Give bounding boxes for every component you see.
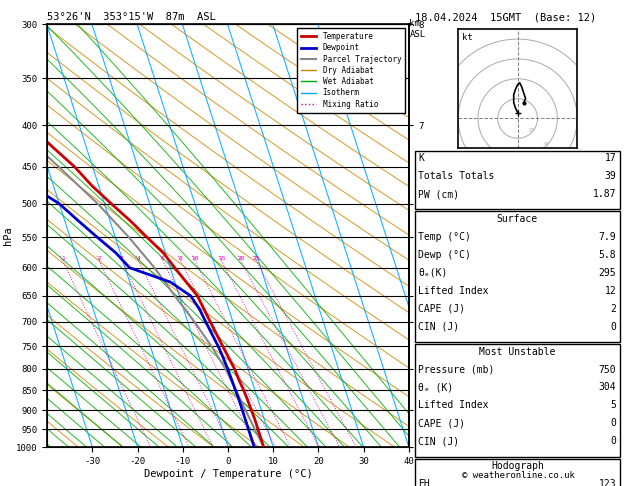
Text: θₑ (K): θₑ (K) <box>418 382 454 393</box>
Text: 25: 25 <box>253 256 260 261</box>
Text: Hodograph: Hodograph <box>491 461 544 471</box>
Text: 295: 295 <box>599 268 616 278</box>
Text: θₑ(K): θₑ(K) <box>418 268 448 278</box>
Text: 0: 0 <box>611 322 616 332</box>
Y-axis label: hPa: hPa <box>3 226 13 245</box>
Text: CIN (J): CIN (J) <box>418 322 459 332</box>
Text: 2: 2 <box>97 256 101 261</box>
Text: 8: 8 <box>179 256 182 261</box>
Text: 304: 304 <box>599 382 616 393</box>
Text: K: K <box>418 153 424 163</box>
Text: Dewp (°C): Dewp (°C) <box>418 250 471 260</box>
Text: 123: 123 <box>599 479 616 486</box>
Text: 3: 3 <box>120 256 124 261</box>
Text: 18.04.2024  15GMT  (Base: 12): 18.04.2024 15GMT (Base: 12) <box>415 12 596 22</box>
Text: 20: 20 <box>528 128 535 133</box>
Text: CIN (J): CIN (J) <box>418 436 459 447</box>
Text: 7.9: 7.9 <box>599 232 616 242</box>
Text: Pressure (mb): Pressure (mb) <box>418 364 494 375</box>
Text: Lifted Index: Lifted Index <box>418 286 489 296</box>
Text: CAPE (J): CAPE (J) <box>418 304 465 314</box>
Text: 0: 0 <box>611 418 616 429</box>
Text: km
ASL: km ASL <box>409 19 426 39</box>
Text: PW (cm): PW (cm) <box>418 189 459 199</box>
Text: Surface: Surface <box>497 214 538 224</box>
Text: 5: 5 <box>611 400 616 411</box>
Text: © weatheronline.co.uk: © weatheronline.co.uk <box>462 471 576 480</box>
Text: 10: 10 <box>191 256 199 261</box>
Text: 1: 1 <box>61 256 65 261</box>
Text: 6: 6 <box>161 256 165 261</box>
X-axis label: Dewpoint / Temperature (°C): Dewpoint / Temperature (°C) <box>143 469 313 479</box>
Text: CAPE (J): CAPE (J) <box>418 418 465 429</box>
Text: EH: EH <box>418 479 430 486</box>
Text: 53°26'N  353°15'W  87m  ASL: 53°26'N 353°15'W 87m ASL <box>47 12 216 22</box>
Text: Most Unstable: Most Unstable <box>479 347 555 357</box>
Text: 39: 39 <box>604 171 616 181</box>
Text: 5.8: 5.8 <box>599 250 616 260</box>
Text: 17: 17 <box>604 153 616 163</box>
Text: 20: 20 <box>237 256 245 261</box>
Text: 1.87: 1.87 <box>593 189 616 199</box>
Text: 750: 750 <box>599 364 616 375</box>
Text: 2: 2 <box>611 304 616 314</box>
Legend: Temperature, Dewpoint, Parcel Trajectory, Dry Adiabat, Wet Adiabat, Isotherm, Mi: Temperature, Dewpoint, Parcel Trajectory… <box>298 28 405 112</box>
Text: 12: 12 <box>604 286 616 296</box>
Text: Temp (°C): Temp (°C) <box>418 232 471 242</box>
Text: Lifted Index: Lifted Index <box>418 400 489 411</box>
Text: kt: kt <box>462 33 472 42</box>
Text: 60: 60 <box>556 156 562 161</box>
Text: 4: 4 <box>136 256 140 261</box>
Text: 15: 15 <box>218 256 225 261</box>
Text: 0: 0 <box>611 436 616 447</box>
Text: Totals Totals: Totals Totals <box>418 171 494 181</box>
Text: 40: 40 <box>542 142 548 147</box>
